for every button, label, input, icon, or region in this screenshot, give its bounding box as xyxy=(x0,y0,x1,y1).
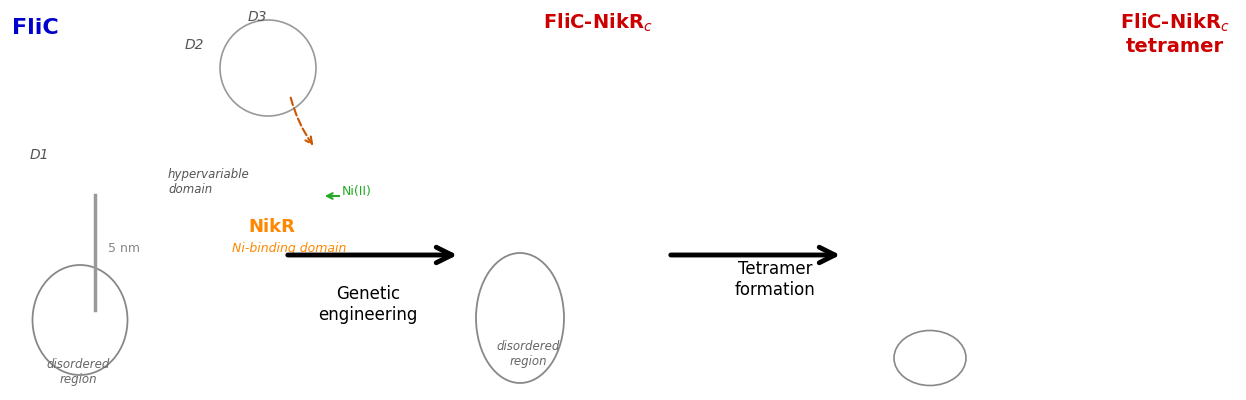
Text: 5 nm: 5 nm xyxy=(108,242,140,254)
Text: Ni(II): Ni(II) xyxy=(341,186,371,198)
Text: D1: D1 xyxy=(30,148,50,162)
Text: FliC: FliC xyxy=(12,18,59,38)
Text: FliC-NikR$_c$: FliC-NikR$_c$ xyxy=(543,12,653,34)
Text: D3: D3 xyxy=(248,10,268,24)
Text: Genetic
engineering: Genetic engineering xyxy=(318,285,417,324)
Text: Tetramer
formation: Tetramer formation xyxy=(735,260,815,299)
Text: disordered
region: disordered region xyxy=(496,340,559,368)
Text: hypervariable
domain: hypervariable domain xyxy=(168,168,249,196)
Text: FliC-NikR$_c$
tetramer: FliC-NikR$_c$ tetramer xyxy=(1120,12,1230,56)
Text: D2: D2 xyxy=(184,38,204,52)
Text: NikR: NikR xyxy=(248,218,295,236)
Text: Ni-binding domain: Ni-binding domain xyxy=(232,242,346,255)
Text: disordered
region: disordered region xyxy=(46,358,110,386)
